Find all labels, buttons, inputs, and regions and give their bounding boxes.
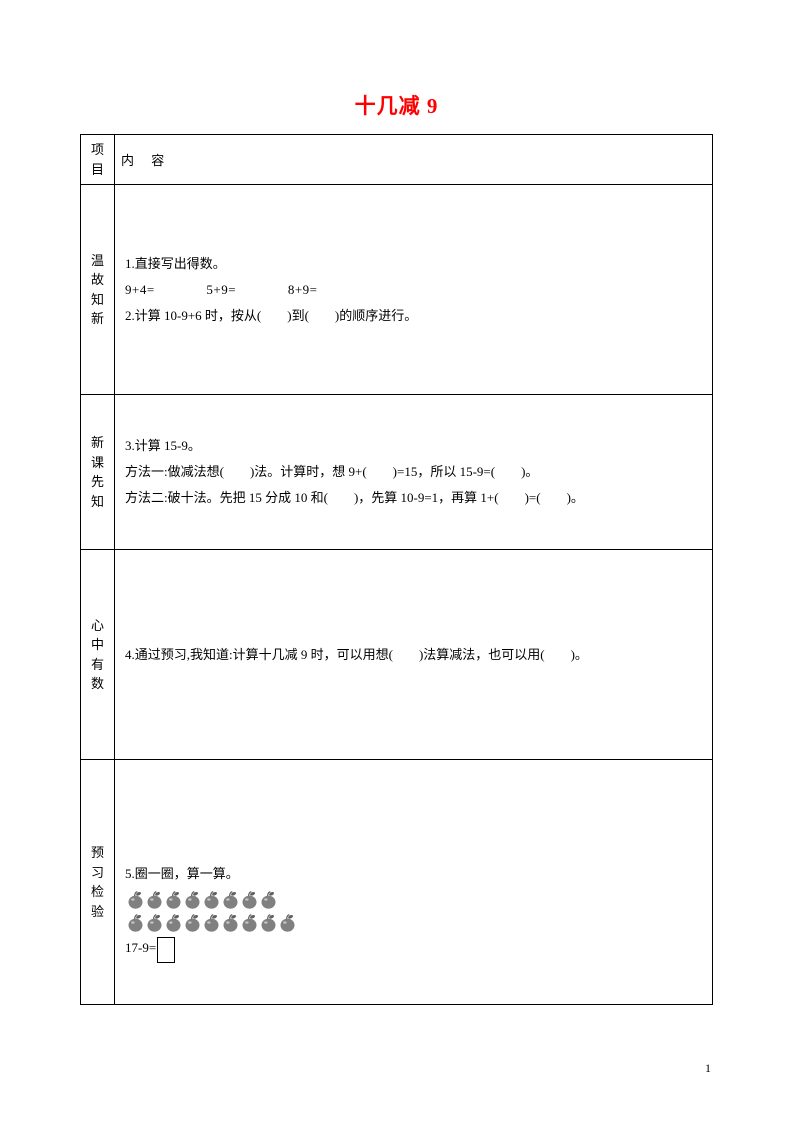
apple-icon xyxy=(220,889,241,910)
apple-icon xyxy=(163,889,184,910)
apple-row-2 xyxy=(125,912,702,933)
apple-icon xyxy=(201,912,222,933)
apple-icon xyxy=(182,889,203,910)
header-col2-b: 容 xyxy=(151,153,164,168)
section-label-3: 心中有数 xyxy=(81,550,115,760)
page-title: 十几减 9 xyxy=(80,90,713,120)
q5-equation: 17-9= xyxy=(125,935,702,962)
q3-method1: 方法一:做减法想( )法。计算时，想 9+( )=15，所以 15-9=( )。 xyxy=(125,459,702,485)
apple-icon xyxy=(182,912,203,933)
answer-box xyxy=(157,937,175,963)
apple-row-1 xyxy=(125,889,702,910)
section-label-3-text: 心中有数 xyxy=(91,616,104,694)
apple-icon xyxy=(220,912,241,933)
q3-method2: 方法二:破十法。先把 15 分成 10 和( )，先算 10-9=1，再算 1+… xyxy=(125,485,702,511)
apple-icon xyxy=(125,912,146,933)
header-col2-a: 内 xyxy=(121,153,134,168)
q5-eq-text: 17-9= xyxy=(125,940,156,955)
worksheet-table: 项目 内 容 温故知新 1.直接写出得数。 9+4= 5+9= 8+9= 2.计… xyxy=(80,134,713,1005)
q1-equations: 9+4= 5+9= 8+9= xyxy=(125,277,702,303)
section-label-4-text: 预习检验 xyxy=(91,843,104,921)
q1-eq3: 8+9= xyxy=(288,277,318,303)
header-col2: 内 容 xyxy=(115,135,713,185)
apple-icon xyxy=(258,912,279,933)
apple-icon xyxy=(125,889,146,910)
section-3-content: 4.通过预习,我知道:计算十几减 9 时，可以用想( )法算减法，也可以用( )… xyxy=(115,550,713,760)
section-new: 新课先知 3.计算 15-9。 方法一:做减法想( )法。计算时，想 9+( )… xyxy=(81,395,713,550)
apple-icon xyxy=(239,912,260,933)
section-1-content: 1.直接写出得数。 9+4= 5+9= 8+9= 2.计算 10-9+6 时，按… xyxy=(115,185,713,395)
apple-icon xyxy=(144,889,165,910)
section-label-4: 预习检验 xyxy=(81,760,115,1005)
section-review: 温故知新 1.直接写出得数。 9+4= 5+9= 8+9= 2.计算 10-9+… xyxy=(81,185,713,395)
q1-eq1: 9+4= xyxy=(125,277,155,303)
section-label-2-text: 新课先知 xyxy=(91,433,104,511)
page-number: 1 xyxy=(705,1061,711,1076)
q4-text: 4.通过预习,我知道:计算十几减 9 时，可以用想( )法算减法，也可以用( )… xyxy=(125,642,702,668)
apple-icon xyxy=(144,912,165,933)
apple-icon xyxy=(163,912,184,933)
apple-icon xyxy=(201,889,222,910)
table-header-row: 项目 内 容 xyxy=(81,135,713,185)
q2-text: 2.计算 10-9+6 时，按从( )到( )的顺序进行。 xyxy=(125,303,702,329)
q3-title: 3.计算 15-9。 xyxy=(125,433,702,459)
apple-icon xyxy=(277,912,298,933)
section-label-1: 温故知新 xyxy=(81,185,115,395)
q1-eq2: 5+9= xyxy=(206,277,236,303)
section-label-2: 新课先知 xyxy=(81,395,115,550)
q1-title: 1.直接写出得数。 xyxy=(125,251,702,277)
header-col1: 项目 xyxy=(81,135,115,185)
section-check: 预习检验 5.圈一圈，算一算。 17-9= xyxy=(81,760,713,1005)
q5-title: 5.圈一圈，算一算。 xyxy=(125,861,702,887)
section-label-1-text: 温故知新 xyxy=(91,251,104,329)
apple-icon xyxy=(258,889,279,910)
section-summary: 心中有数 4.通过预习,我知道:计算十几减 9 时，可以用想( )法算减法，也可… xyxy=(81,550,713,760)
apple-icon xyxy=(239,889,260,910)
section-2-content: 3.计算 15-9。 方法一:做减法想( )法。计算时，想 9+( )=15，所… xyxy=(115,395,713,550)
section-4-content: 5.圈一圈，算一算。 17-9= xyxy=(115,760,713,1005)
